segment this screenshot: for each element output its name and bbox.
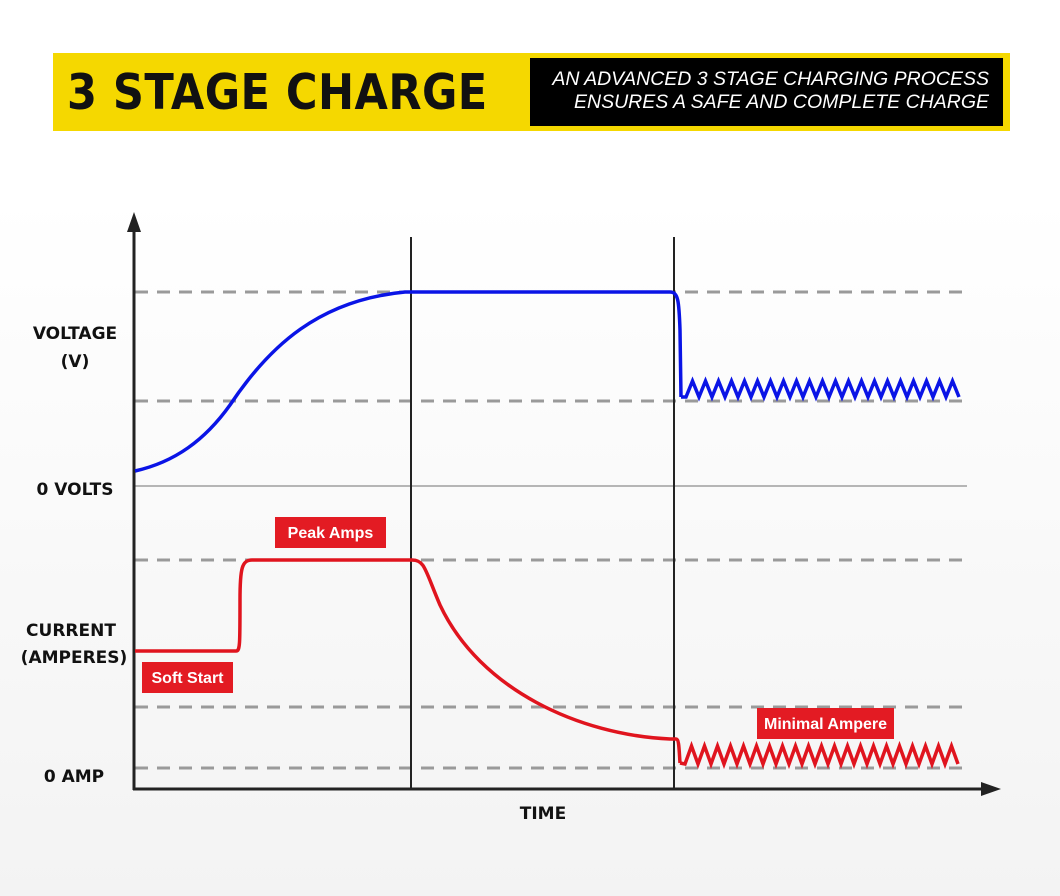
current-curve xyxy=(135,558,682,764)
dashed-reference-lines xyxy=(135,290,967,770)
x-axis-arrow xyxy=(981,782,1001,796)
peak-amps-tag: Peak Amps xyxy=(275,517,386,548)
current-label-line1: CURRENT xyxy=(26,621,116,641)
banner-title: 3 STAGE CHARGE xyxy=(67,64,488,121)
current-label-line2: (AMPERES) xyxy=(21,648,128,668)
peak-amps-tag-text: Peak Amps xyxy=(288,525,374,542)
banner-subtitle-line2: ENSURES A SAFE AND COMPLETE CHARGE xyxy=(574,91,989,113)
y-axis-arrow xyxy=(127,212,141,232)
peak-amps-tag-box xyxy=(275,517,386,548)
soft-start-tag-text: Soft Start xyxy=(152,670,225,687)
title-banner: 3 STAGE CHARGE AN ADVANCED 3 STAGE CHARG… xyxy=(53,53,1010,131)
banner-subtitle-box: AN ADVANCED 3 STAGE CHARGING PROCESS ENS… xyxy=(530,58,1003,126)
soft-start-tag-box xyxy=(142,662,233,693)
zero-volts-label: 0 VOLTS xyxy=(37,480,114,500)
zero-amp-label: 0 AMP xyxy=(44,767,104,787)
minimal-ampere-tag-text: Minimal Ampere xyxy=(764,716,887,733)
current-minimal-ripple xyxy=(679,740,960,770)
voltage-curve xyxy=(134,290,683,473)
voltage-label-line2: (V) xyxy=(61,352,90,372)
soft-start-tag: Soft Start xyxy=(142,662,233,693)
minimal-ampere-tag: Minimal Ampere xyxy=(757,708,894,739)
voltage-float-ripple xyxy=(681,376,961,402)
minimal-ampere-tag-box xyxy=(757,708,894,739)
voltage-label-line1: VOLTAGE xyxy=(33,324,117,344)
time-axis-label: TIME xyxy=(520,804,566,824)
banner-subtitle-line1: AN ADVANCED 3 STAGE CHARGING PROCESS xyxy=(552,68,989,90)
